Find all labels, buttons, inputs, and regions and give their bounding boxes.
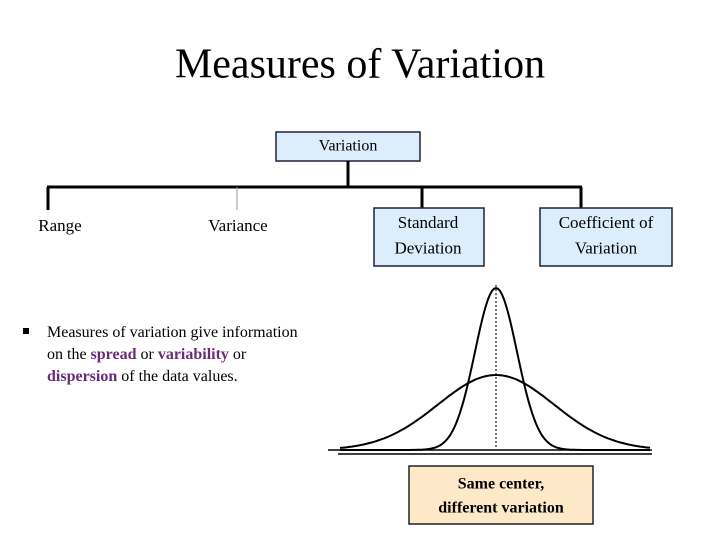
root-label: Variation [319, 138, 378, 155]
bullet-segment: dispersion [47, 368, 117, 385]
caption-box [408, 465, 594, 525]
bullet-line: Measures of variation give information [47, 324, 298, 341]
node-label: Standard [398, 213, 459, 232]
node-label: Deviation [394, 239, 462, 258]
bullet-segment: or [229, 346, 247, 363]
bullet-line: dispersion of the data values. [47, 368, 238, 385]
bullet-segment: variability [158, 346, 229, 363]
slide-title: Measures of Variation [175, 42, 545, 88]
bullet-segment: on the [47, 346, 91, 363]
caption-text: different variation [438, 500, 564, 517]
node-box [373, 207, 485, 267]
node-label: Variance [208, 216, 267, 235]
bullet-segment: Measures of variation give information [47, 324, 298, 341]
bullet-segment: spread [91, 346, 137, 363]
bullet-line: on the spread or variability or [47, 346, 247, 363]
node-label: Variation [575, 239, 638, 258]
root-box [275, 131, 421, 162]
bullet-segment: of the data values. [117, 368, 237, 385]
caption-text: Same center, [458, 476, 545, 493]
node-label: Range [38, 216, 81, 235]
bullet-segment: or [136, 346, 157, 363]
narrow-curve [340, 286, 650, 451]
bullet-marker [23, 328, 29, 334]
wide-curve [339, 374, 651, 449]
node-label: Coefficient of [559, 213, 654, 232]
node-box [539, 207, 673, 267]
